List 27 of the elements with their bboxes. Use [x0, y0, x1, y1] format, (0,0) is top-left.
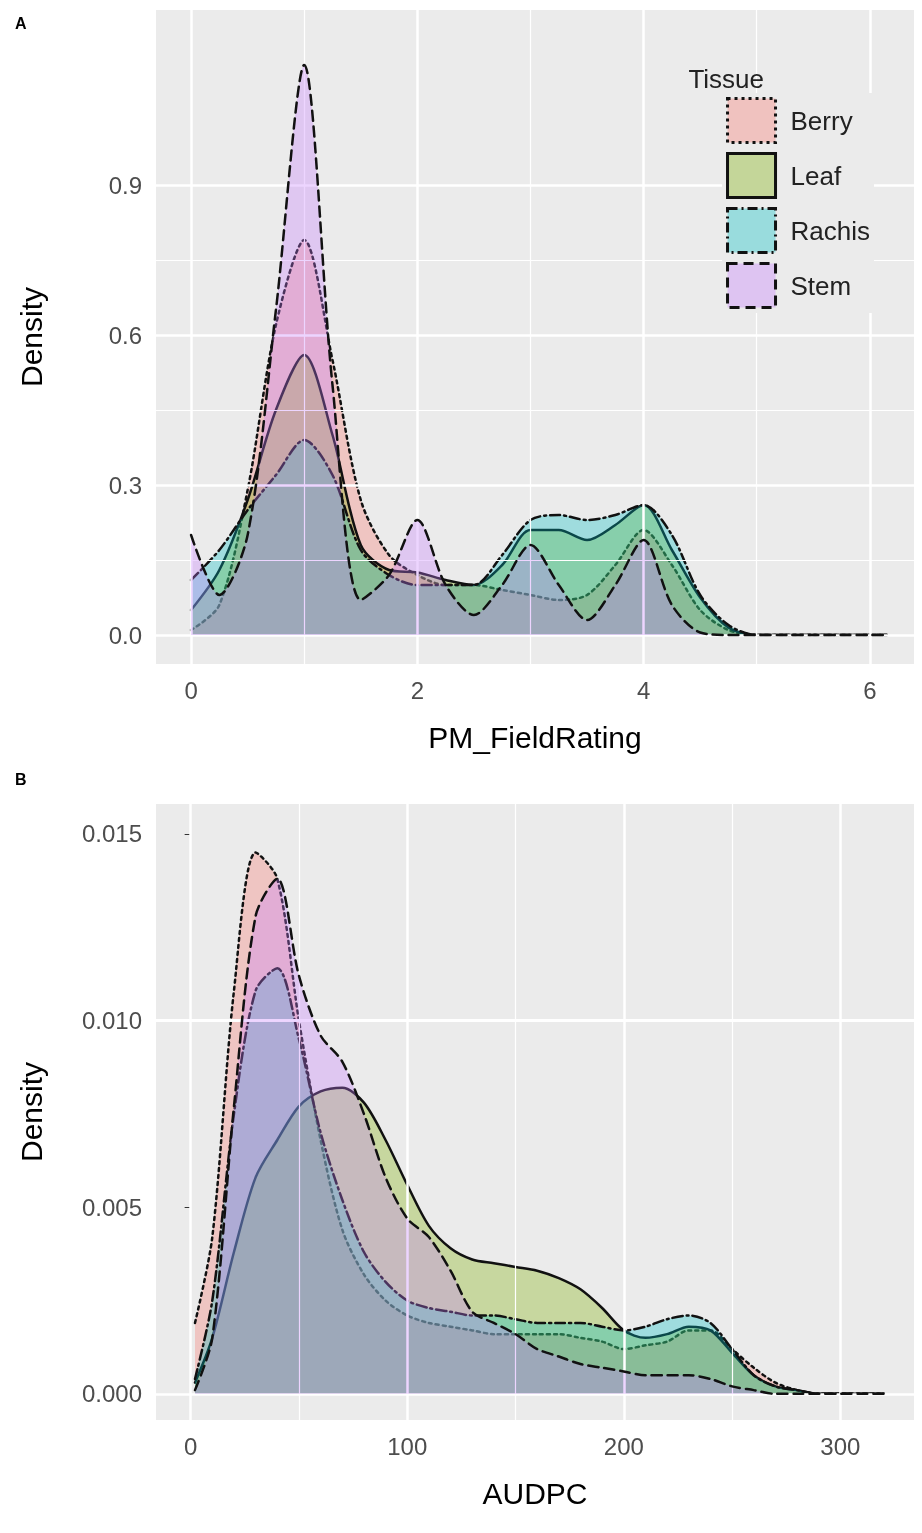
y-tick-label: 0.6: [108, 321, 142, 349]
legend-title: Tissue: [688, 64, 765, 94]
x-tick-label: 100: [387, 1432, 428, 1460]
legend-label: Rachis: [790, 215, 871, 246]
y-tick-label: 0.015: [81, 820, 142, 848]
text: A: [15, 14, 27, 32]
y-axis-title: Density: [14, 1061, 48, 1163]
x-tick-label: 4: [636, 676, 651, 704]
y-tick-label: 0.3: [108, 471, 142, 499]
y-tick-label: 0.000: [81, 1380, 142, 1408]
legend-label: Stem: [790, 270, 852, 301]
x-axis-title: PM_FieldRating: [428, 720, 642, 754]
y-tick-label: 0.010: [81, 1007, 142, 1035]
x-tick-label: 2: [410, 676, 425, 704]
text: B: [15, 770, 27, 788]
legend-label: Berry: [790, 105, 853, 136]
x-tick-label: 0: [183, 1432, 198, 1460]
legend-label: Leaf: [790, 160, 842, 191]
x-tick-label: 300: [820, 1432, 861, 1460]
x-axis-title: AUDPC: [482, 1476, 588, 1510]
y-tick-label: 0.0: [108, 621, 142, 649]
y-axis-title: Density: [14, 286, 48, 388]
x-tick-label: 6: [863, 676, 877, 704]
x-tick-label: 200: [603, 1432, 644, 1460]
y-tick-label: 0.9: [108, 171, 142, 199]
x-tick-label: 0: [184, 676, 198, 704]
y-tick-label: 0.005: [81, 1193, 142, 1221]
